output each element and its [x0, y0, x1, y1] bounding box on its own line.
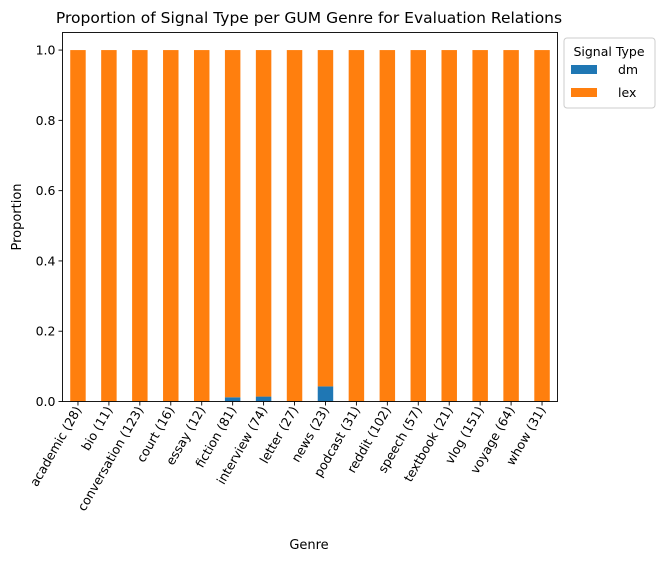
bar-lex-6	[255, 50, 272, 397]
y-axis-label: Proportion	[10, 183, 25, 250]
x-axis: academic (28)bio (11)conversation (123)c…	[27, 401, 549, 514]
bar-dm-6	[255, 396, 272, 402]
y-axis: 0.0 0.2 0.4 0.6 0.8 1.0	[36, 43, 63, 409]
bar-lex-13	[472, 50, 488, 402]
bars-group	[70, 50, 550, 402]
bar-lex-8	[317, 50, 334, 387]
bar-lex-1	[101, 50, 117, 402]
bar-lex-12	[441, 50, 457, 402]
bar-lex-7	[286, 50, 303, 402]
y-tick-label-1: 0.2	[36, 324, 56, 339]
bar-lex-5	[224, 50, 241, 398]
y-tick-label-4: 0.8	[36, 113, 56, 128]
chart-title: Proportion of Signal Type per GUM Genre …	[56, 9, 562, 27]
bar-lex-11	[410, 50, 427, 402]
bar-dm-8	[317, 386, 334, 402]
legend-swatch-lex	[571, 88, 597, 97]
y-tick-label-0: 0.0	[36, 394, 56, 409]
bar-lex-9	[348, 50, 365, 402]
bar-lex-14	[503, 50, 519, 402]
legend-title: Signal Type	[573, 44, 644, 59]
y-tick-label-5: 1.0	[36, 43, 56, 58]
bar-lex-4	[193, 50, 210, 402]
x-tick-label-0: academic (28)	[27, 404, 85, 489]
legend-label-dm: dm	[618, 62, 638, 77]
legend-swatch-dm	[571, 65, 597, 74]
x-axis-label: Genre	[289, 538, 328, 553]
bar-lex-15	[534, 50, 550, 402]
bar-dm-5	[224, 397, 241, 402]
bar-lex-10	[379, 50, 396, 402]
y-tick-label-2: 0.4	[36, 253, 56, 268]
bar-lex-3	[163, 50, 179, 402]
y-tick-label-3: 0.6	[36, 183, 56, 198]
plot-frame	[62, 32, 558, 402]
bar-lex-0	[70, 50, 86, 402]
legend: Signal Type dm lex	[563, 37, 656, 109]
legend-label-lex: lex	[618, 85, 636, 100]
bar-lex-2	[132, 50, 148, 402]
